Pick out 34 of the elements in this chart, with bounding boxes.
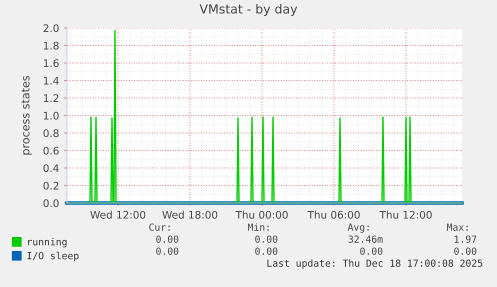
y-axis-title: process states xyxy=(22,76,32,155)
text: Min: xyxy=(248,223,269,231)
x-tick-label: Wed 18:00 xyxy=(162,210,218,219)
y-tick-label: 1.8 xyxy=(44,42,59,50)
y-tick-label: 1.2 xyxy=(44,94,58,102)
text: 0.00 xyxy=(255,235,278,243)
legend-label: I/O sleep xyxy=(27,252,79,262)
text: 1.97 xyxy=(454,235,476,243)
y-tick-label: 0.0 xyxy=(43,199,59,208)
y-tick-label: 1.0 xyxy=(44,112,59,120)
x-tick-label: Thu 00:00 xyxy=(236,210,288,219)
text: 0.00 xyxy=(360,247,382,255)
y-tick-label: 2.0 xyxy=(44,24,59,32)
text: 32.46m xyxy=(348,235,383,243)
text: 0.00 xyxy=(454,247,476,255)
text: 0.00 xyxy=(156,235,178,243)
line-series xyxy=(66,30,463,204)
y-tick-label: 1.6 xyxy=(44,59,59,68)
chart-title: VMstat - by day xyxy=(200,4,298,16)
x-tick-label: Thu 12:00 xyxy=(380,210,432,219)
legend-label: running xyxy=(28,238,67,248)
x-tick-label: Wed 12:00 xyxy=(90,210,146,219)
y-tick-label: 0.2 xyxy=(43,182,58,190)
text: Cur: xyxy=(149,223,170,231)
text: 0.00 xyxy=(156,247,178,255)
text: 0.00 xyxy=(255,247,278,255)
text: Last update: Thu Dec 18 17:00:08 2025 xyxy=(267,259,482,269)
y-tick-label: 1.4 xyxy=(44,76,59,84)
y-tick-label: 0.8 xyxy=(43,129,59,138)
y-tick-label: 0.6 xyxy=(43,146,59,155)
text: Max: xyxy=(446,224,468,231)
text: Avg: xyxy=(348,224,369,233)
x-tick-label: Thu 06:00 xyxy=(308,210,360,219)
y-tick-label: 0.4 xyxy=(43,164,59,172)
